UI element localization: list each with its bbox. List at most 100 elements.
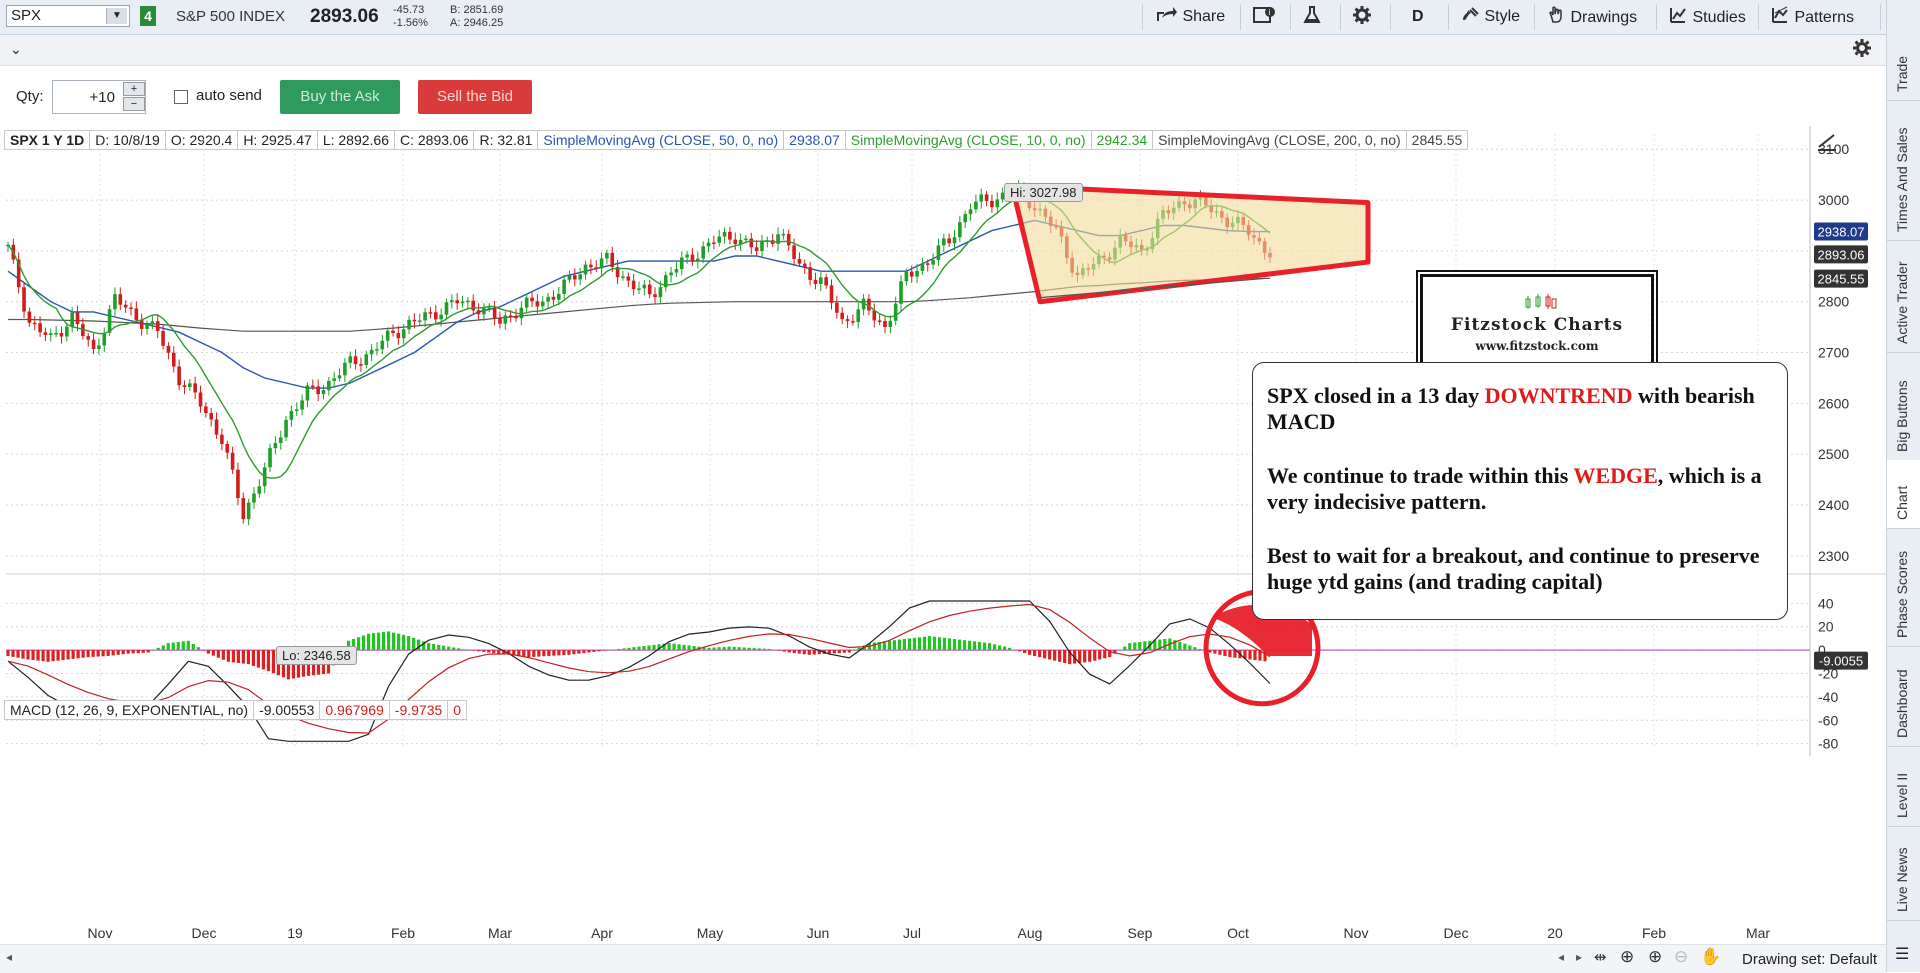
candle-body: [359, 364, 363, 366]
sell-the-bid-button[interactable]: Sell the Bid: [418, 80, 532, 114]
buy-the-ask-button[interactable]: Buy the Ask: [280, 80, 400, 114]
candle-body: [364, 354, 369, 366]
candle: [963, 210, 967, 229]
pan-hand-icon[interactable]: ✋: [1700, 947, 1722, 966]
lab-button[interactable]: [1302, 5, 1322, 29]
settings-button[interactable]: [1352, 5, 1372, 29]
style-button[interactable]: Style: [1460, 5, 1520, 29]
candle: [813, 272, 818, 290]
bar-close: C: 2893.06: [393, 130, 475, 150]
candle: [487, 303, 492, 313]
drawings-button[interactable]: Drawings: [1546, 5, 1637, 29]
macd-histogram-bar: [412, 637, 416, 651]
drawings-label: Drawings: [1570, 9, 1638, 26]
candle-body: [294, 409, 299, 411]
drawing-tool-button[interactable]: [1816, 130, 1838, 155]
macd-histogram-bar: [802, 650, 806, 655]
symbol-selector[interactable]: SPX ▼: [6, 5, 130, 27]
crosshair-icon[interactable]: ⊕: [1620, 947, 1635, 966]
expand-icon[interactable]: ⇹: [1594, 949, 1607, 966]
side-tab-big-buttons[interactable]: Big Buttons: [1887, 352, 1920, 461]
macd-histogram-bar: [121, 650, 125, 655]
macd-histogram-bar: [176, 641, 180, 651]
macd-histogram-bar: [1178, 641, 1182, 651]
macd-histogram-bar: [502, 650, 506, 655]
zoom-in-icon[interactable]: ⊕: [1648, 947, 1663, 966]
calendar-button[interactable]: i: [1252, 5, 1276, 29]
sma200-label[interactable]: SimpleMovingAvg (CLOSE, 200, 0, no): [1152, 130, 1407, 150]
candle: [59, 326, 64, 344]
scroll-left-icon[interactable]: ◂: [6, 950, 13, 964]
macd-histogram-bar: [256, 650, 260, 668]
qty-increment-button[interactable]: +: [123, 82, 145, 96]
scroll-right-icon[interactable]: ▸: [1576, 950, 1583, 964]
candle: [968, 203, 973, 221]
side-tab-trade[interactable]: Trade: [1887, 0, 1920, 101]
macd-histogram-bar: [1128, 643, 1132, 651]
qty-decrement-button[interactable]: −: [123, 97, 145, 111]
candle-body: [567, 275, 572, 280]
side-tab-active-trader[interactable]: Active Trader: [1887, 240, 1920, 353]
candle-body: [899, 281, 903, 304]
macd-histogram-bar: [1228, 650, 1232, 658]
candle-body: [524, 297, 529, 308]
side-tab-phase-scores[interactable]: Phase Scores: [1887, 528, 1920, 647]
candle-body: [915, 270, 919, 277]
candle-body: [819, 277, 823, 285]
top-toolbar: SPX ▼ 4 S&P 500 INDEX 2893.06 -45.73 -1.…: [0, 0, 1886, 35]
macd-histogram-bar: [1113, 650, 1117, 654]
zoom-out-icon[interactable]: ⊖: [1674, 947, 1689, 966]
link-group-badge[interactable]: 4: [140, 6, 156, 26]
side-tab-chart[interactable]: Chart: [1887, 460, 1920, 529]
candle: [578, 267, 582, 286]
candle-body: [856, 309, 861, 322]
candle-body: [749, 238, 754, 248]
macd-histogram-bar: [637, 646, 641, 651]
candle-body: [824, 277, 828, 286]
macd-histogram-bar: [6, 650, 10, 656]
chart-settings-button[interactable]: [1852, 38, 1872, 61]
macd-histogram-bar: [41, 650, 45, 662]
drawing-set-label[interactable]: Drawing set: Default: [1742, 951, 1878, 968]
candle-body: [225, 443, 230, 453]
auto-send-checkbox[interactable]: [174, 90, 188, 104]
candle-body: [268, 448, 272, 468]
macd-histogram-bar: [1133, 642, 1137, 651]
aggregation-period-button[interactable]: D: [1412, 8, 1424, 25]
studies-button[interactable]: Studies: [1668, 5, 1746, 29]
macd-histogram-bar: [427, 643, 431, 651]
candle: [728, 226, 732, 245]
macd-histogram-bar: [692, 646, 696, 651]
candle: [236, 462, 240, 506]
candle-body: [583, 264, 588, 275]
candle: [193, 376, 197, 400]
side-tab-dashboard[interactable]: Dashboard: [1887, 646, 1920, 747]
price-tag-bg: [1814, 245, 1868, 264]
macd-label[interactable]: MACD (12, 26, 9, EXPONENTIAL, no): [4, 700, 255, 720]
patterns-button[interactable]: Patterns: [1770, 5, 1854, 29]
candle-body: [674, 269, 679, 273]
menu-icon[interactable]: ☰: [1895, 946, 1910, 963]
candle-body: [123, 304, 128, 308]
candle: [380, 334, 385, 355]
candle-body: [407, 319, 411, 330]
scroll-left-icon[interactable]: ◂: [1558, 950, 1565, 964]
symbol-input[interactable]: SPX: [11, 7, 42, 24]
macd-histogram-bar: [111, 650, 115, 656]
net-change: -45.73: [393, 4, 425, 16]
chevron-down-icon[interactable]: ▼: [106, 8, 127, 24]
side-tab-level-ii[interactable]: Level II: [1887, 746, 1920, 827]
candle: [369, 344, 374, 362]
macd-histogram-bar: [727, 646, 731, 651]
candle: [439, 308, 443, 327]
candle: [482, 303, 486, 321]
chevron-down-icon[interactable]: ⌄: [10, 41, 22, 57]
side-tab-times-and-sales[interactable]: Times And Sales: [1887, 100, 1920, 241]
side-tab-live-news[interactable]: Live News: [1887, 826, 1920, 921]
macd-histogram-bar: [191, 643, 195, 651]
price-tick-label: 2600: [1818, 395, 1849, 411]
candle-body: [305, 385, 310, 401]
candle-body: [460, 301, 465, 304]
candle: [214, 412, 219, 439]
share-button[interactable]: Share: [1156, 5, 1225, 29]
